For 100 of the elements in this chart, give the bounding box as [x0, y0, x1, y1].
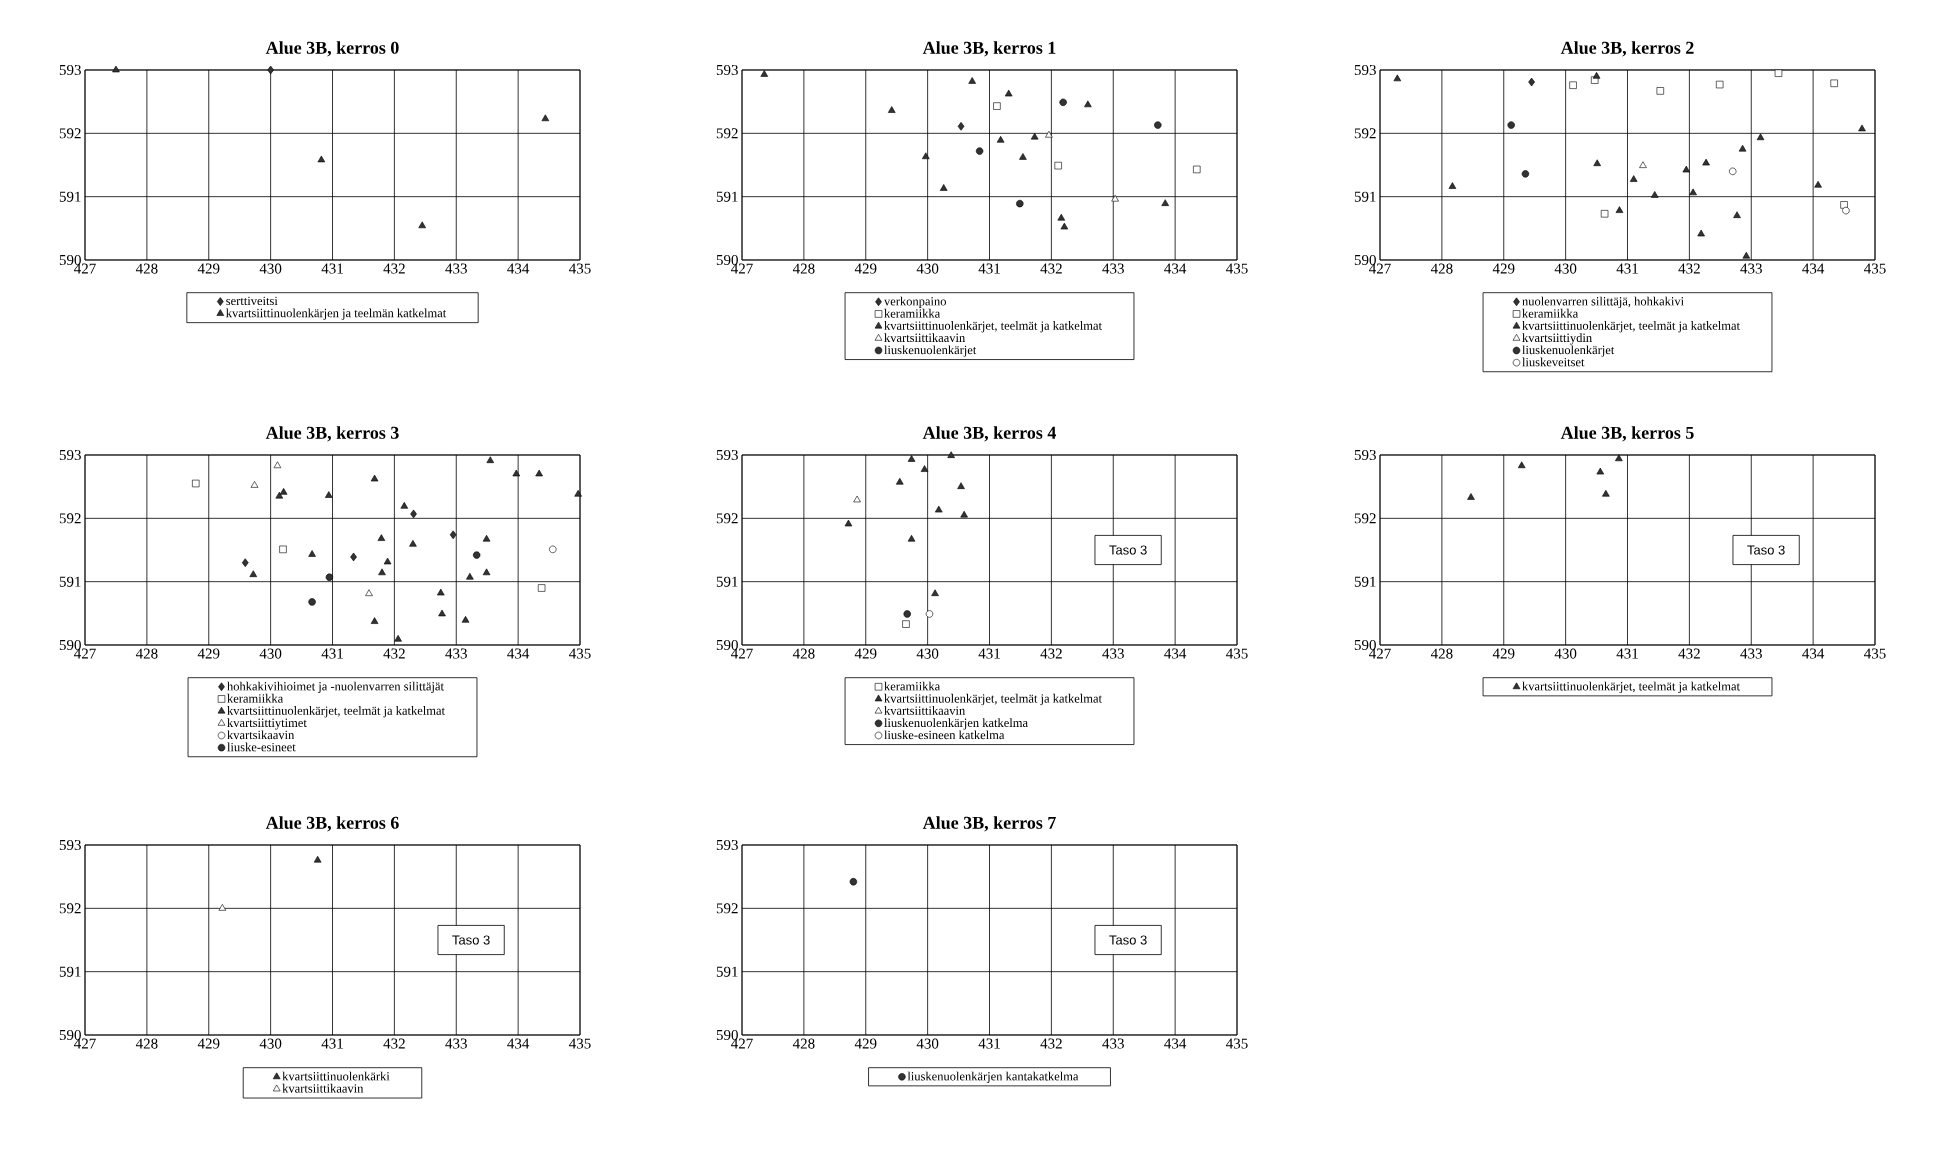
point [1004, 89, 1013, 97]
point [512, 469, 521, 477]
point [1656, 87, 1664, 95]
x-tick-label: 435 [1864, 263, 1886, 274]
legend-label: liuske-esineet [227, 742, 296, 752]
point [486, 456, 495, 463]
point [902, 620, 910, 628]
x-tick-label: 431 [321, 263, 343, 274]
x-tick-label: 429 [197, 1038, 220, 1049]
x-tick-label: 431 [978, 1038, 1000, 1049]
point [925, 610, 934, 618]
x-tick-label: 430 [259, 648, 282, 659]
point [1111, 194, 1119, 202]
point [903, 610, 911, 618]
x-tick-label: 434 [1802, 648, 1825, 659]
x-tick-label: 429 [197, 263, 220, 274]
point [482, 534, 491, 542]
x-tick-label: 428 [792, 1038, 815, 1049]
x-tick-label: 428 [135, 263, 158, 274]
x-tick-label: 432 [383, 263, 405, 274]
point [308, 598, 316, 606]
point [418, 221, 426, 229]
point [1738, 144, 1747, 152]
legend-label: liuske-esineen katkelma [884, 730, 1005, 740]
point [1639, 161, 1647, 168]
point [350, 552, 357, 562]
legend-label: kvartsiittinuolenkärjet, teelmät ja katkelmat [227, 706, 445, 718]
legend-label: kvartsiittinuolenkärjet, teelmät ja katkelmat [1522, 321, 1740, 333]
point [1057, 213, 1066, 221]
legend-label: keramiikka [227, 693, 284, 703]
x-tick-label: 435 [569, 648, 591, 659]
point [1650, 191, 1659, 198]
point [957, 122, 965, 131]
x-tick-label: 433 [445, 263, 467, 274]
x-tick-label: 431 [978, 263, 1000, 274]
point [957, 482, 965, 489]
x-tick-label: 429 [854, 263, 877, 274]
point [535, 469, 543, 477]
y-tick-label: 590 [59, 639, 81, 651]
point [907, 534, 916, 542]
x-tick-label: 434 [507, 648, 530, 659]
x-tick-label: 432 [1040, 1038, 1062, 1049]
y-tick-label: 592 [716, 513, 738, 524]
y-tick-label: 592 [1354, 513, 1376, 524]
point [1507, 121, 1515, 129]
point [267, 65, 274, 75]
point [308, 550, 316, 557]
point [1756, 133, 1765, 141]
point [1842, 206, 1850, 215]
point [1830, 79, 1838, 87]
x-tick-label: 427 [74, 648, 96, 659]
x-tick-label: 431 [978, 648, 1000, 659]
point [1193, 165, 1201, 174]
x-tick-label: 434 [1164, 1038, 1187, 1049]
point [1393, 74, 1402, 82]
point [1697, 229, 1705, 237]
point [1600, 210, 1609, 218]
point [1615, 206, 1624, 213]
x-tick-label: 428 [135, 1038, 158, 1049]
chart-title: Alue 3B, kerros 3 [265, 426, 399, 442]
legend-label: kvartsiittiydin [1522, 333, 1592, 345]
x-tick-label: 429 [197, 648, 220, 659]
x-tick-label: 434 [1164, 648, 1187, 659]
legend-label: kvartsiittinuolenkärjet, teelmät ja katkelmat [884, 321, 1102, 333]
point [250, 481, 259, 488]
legend-label: keramiikka [884, 308, 941, 318]
point [472, 551, 481, 559]
x-tick-label: 434 [1164, 263, 1187, 274]
x-tick-label: 427 [731, 263, 753, 274]
point [1858, 124, 1866, 132]
point [996, 136, 1005, 143]
x-tick-label: 435 [1226, 648, 1248, 659]
y-tick-label: 592 [59, 903, 81, 914]
point [1517, 461, 1526, 469]
legend-label: liuskenuolenkärjen katkelma [884, 718, 1028, 730]
point [1733, 211, 1741, 218]
point [939, 184, 948, 191]
x-tick-label: 427 [74, 263, 96, 274]
point [325, 491, 333, 498]
point [1084, 100, 1092, 108]
y-tick-label: 591 [59, 576, 81, 587]
point [537, 584, 546, 592]
point [1045, 130, 1053, 138]
x-tick-label: 430 [259, 263, 282, 274]
x-tick-label: 428 [792, 263, 815, 274]
legend-label: nuolenvarren silittäjä, hohkakivi [1522, 296, 1684, 309]
y-tick-label: 591 [716, 191, 738, 202]
y-tick-label: 592 [1354, 128, 1376, 139]
y-tick-label: 591 [1354, 191, 1376, 202]
point [993, 102, 1001, 110]
x-tick-label: 430 [916, 1038, 939, 1049]
point [1161, 199, 1169, 206]
point [279, 545, 287, 554]
legend-label: liuskenuolenkärjet [884, 345, 977, 357]
annotation: Taso 3 [1747, 545, 1785, 555]
x-tick-label: 430 [1554, 648, 1577, 659]
x-tick-label: 427 [1369, 263, 1391, 274]
legend-label: kvartsiittikaavin [282, 1083, 364, 1093]
point [1742, 251, 1751, 259]
point [377, 534, 386, 541]
